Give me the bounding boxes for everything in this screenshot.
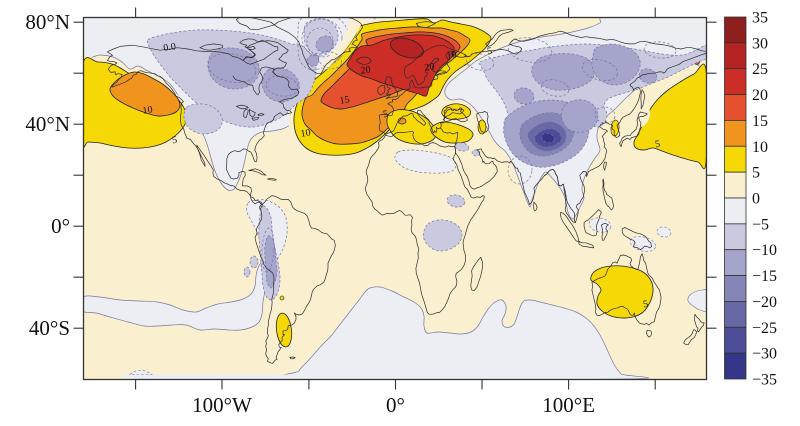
- svg-text:15: 15: [752, 113, 768, 130]
- svg-text:−25: −25: [752, 320, 777, 337]
- svg-text:10: 10: [752, 139, 768, 156]
- svg-text:100°E: 100°E: [542, 393, 595, 417]
- svg-text:40°S: 40°S: [29, 316, 70, 340]
- svg-text:−35: −35: [752, 372, 777, 389]
- svg-text:10: 10: [142, 104, 153, 116]
- svg-text:30: 30: [752, 35, 768, 52]
- svg-text:−20: −20: [752, 294, 777, 311]
- svg-text:5: 5: [654, 139, 660, 151]
- svg-text:0°: 0°: [51, 214, 70, 238]
- svg-text:5: 5: [752, 165, 760, 182]
- svg-text:5: 5: [642, 299, 648, 311]
- svg-text:−5: −5: [752, 216, 769, 233]
- svg-text:5: 5: [486, 46, 492, 58]
- svg-text:0: 0: [752, 191, 760, 208]
- svg-text:40°N: 40°N: [25, 112, 70, 136]
- svg-text:10: 10: [446, 49, 457, 61]
- svg-text:20: 20: [752, 87, 768, 104]
- svg-text:0.0: 0.0: [163, 41, 177, 54]
- svg-text:25: 25: [752, 61, 768, 78]
- svg-text:10: 10: [300, 127, 311, 139]
- svg-text:5: 5: [382, 109, 388, 121]
- svg-text:100°W: 100°W: [192, 393, 252, 417]
- svg-text:80°N: 80°N: [25, 10, 70, 34]
- svg-text:0°: 0°: [386, 393, 405, 417]
- svg-text:20: 20: [360, 64, 371, 76]
- svg-text:−10: −10: [752, 242, 777, 259]
- svg-text:35: 35: [752, 10, 768, 27]
- svg-text:−15: −15: [752, 268, 777, 285]
- svg-text:5: 5: [171, 135, 177, 147]
- svg-text:20: 20: [424, 61, 435, 73]
- svg-text:15: 15: [339, 94, 350, 106]
- svg-text:−30: −30: [752, 346, 777, 363]
